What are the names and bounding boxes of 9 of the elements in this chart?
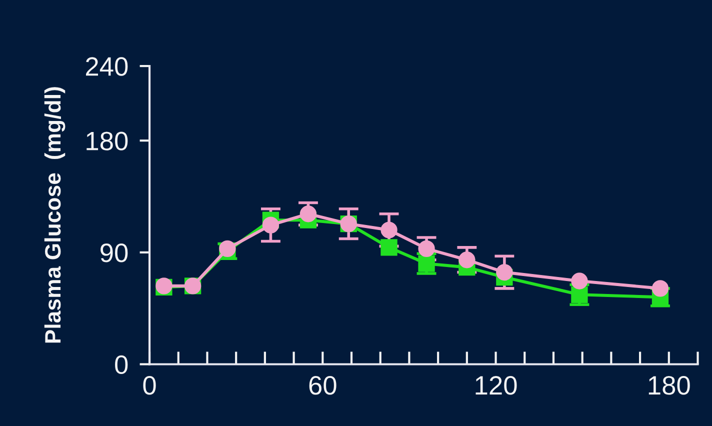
- y-axis-title: Plasma Glucose (mg/dl): [44, 87, 66, 343]
- x-tick-label: 120: [476, 376, 517, 395]
- x-tick-label: 180: [648, 376, 690, 395]
- y-tick-label: 180: [86, 132, 128, 150]
- y-tick-label: 90: [100, 244, 128, 262]
- x-tick-label: 0: [143, 376, 156, 395]
- y-tick-label: 240: [86, 57, 128, 76]
- x-tick-label: 60: [309, 376, 336, 395]
- y-tick-label: 0: [115, 355, 128, 374]
